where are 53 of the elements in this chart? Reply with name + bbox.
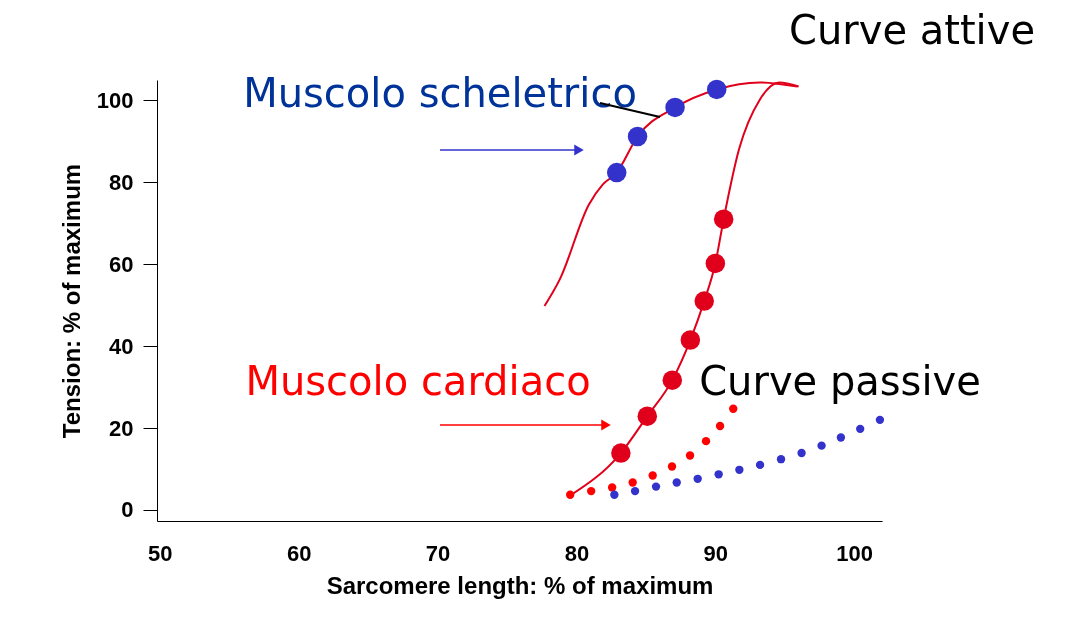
point <box>586 486 596 496</box>
point <box>836 433 846 442</box>
point <box>672 478 681 487</box>
point <box>693 474 702 483</box>
y-tick-label: 0 <box>121 497 134 523</box>
x-tick-label: 90 <box>703 540 729 566</box>
point <box>566 490 575 499</box>
point <box>875 415 885 425</box>
point <box>680 330 701 350</box>
point <box>630 486 640 496</box>
annotation: Curve passive <box>699 358 981 404</box>
point <box>607 483 617 492</box>
x-tick-label: 60 <box>286 540 312 566</box>
y-tick-label: 40 <box>109 333 134 359</box>
point <box>627 126 648 147</box>
point <box>735 465 744 474</box>
y-tick-label: 20 <box>109 415 134 441</box>
point <box>637 406 658 426</box>
point <box>665 97 685 118</box>
point <box>715 421 725 431</box>
annotation: Muscolo scheletrico <box>243 70 637 116</box>
x-tick-label: 100 <box>836 540 874 566</box>
text: Curve attive <box>789 7 1035 53</box>
point <box>611 443 631 463</box>
y-tick-label: 80 <box>109 169 134 195</box>
point <box>817 441 826 450</box>
point <box>667 462 677 471</box>
point <box>648 471 657 480</box>
point <box>685 451 695 460</box>
x-tick-label: 80 <box>564 540 590 566</box>
point <box>651 482 661 491</box>
point <box>714 470 723 479</box>
point <box>706 79 727 100</box>
point <box>755 460 765 470</box>
x-axis-title: Sarcomere length: % of maximum <box>326 571 714 599</box>
point <box>606 162 627 183</box>
x-tick-label: 50 <box>148 540 173 566</box>
point <box>694 291 714 311</box>
point <box>610 490 619 499</box>
point <box>662 370 683 390</box>
point <box>701 436 711 446</box>
y-tick-label: 60 <box>109 251 134 277</box>
point <box>705 253 726 274</box>
point <box>776 455 786 464</box>
point <box>729 404 738 413</box>
y-axis-title: Tension: % of maximum <box>57 163 85 439</box>
point <box>856 424 865 434</box>
point <box>797 448 806 458</box>
point <box>628 478 637 487</box>
point <box>713 209 734 229</box>
annotation: Muscolo cardiaco <box>245 358 591 404</box>
x-tick-label: 70 <box>425 540 451 566</box>
y-tick-label: 100 <box>96 87 134 113</box>
